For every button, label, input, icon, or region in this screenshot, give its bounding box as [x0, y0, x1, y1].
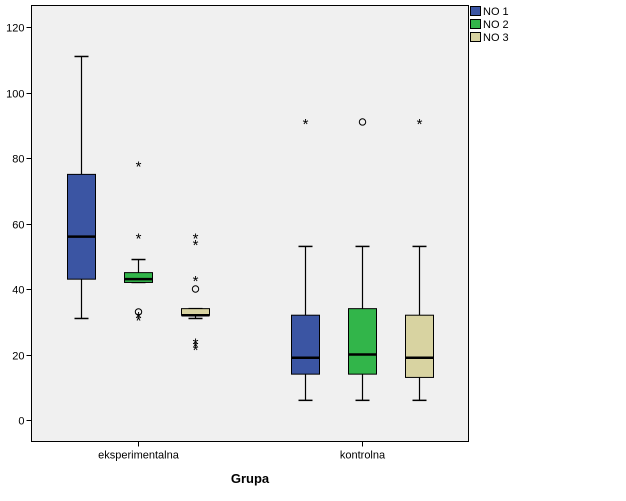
box-rect	[68, 174, 96, 279]
x-tick-label: kontrolna	[340, 450, 386, 462]
extreme-point: *	[193, 335, 199, 352]
legend: NO 1 NO 2 NO 3	[470, 6, 509, 45]
plot-background	[32, 6, 469, 442]
y-tick-label: 120	[6, 23, 24, 35]
box-rect	[406, 315, 434, 377]
box-rect	[349, 309, 377, 375]
box-rect	[125, 273, 153, 283]
y-tick-label: 80	[12, 154, 24, 166]
legend-label: NO 1	[483, 6, 509, 18]
y-axis: 0 20 40 60 80 100 120	[6, 23, 31, 428]
extreme-point: *	[136, 159, 142, 176]
box-rect	[292, 315, 320, 374]
extreme-point: *	[417, 116, 423, 133]
legend-label: NO 2	[483, 19, 509, 31]
extreme-point: *	[303, 116, 309, 133]
legend-swatch	[470, 32, 481, 42]
x-axis: eksperimentalna kontrolna	[98, 442, 386, 462]
y-tick-label: 0	[18, 416, 24, 428]
legend-item: NO 3	[470, 32, 509, 45]
legend-label: NO 3	[483, 32, 509, 44]
extreme-point: *	[193, 231, 199, 248]
extreme-point: *	[136, 231, 142, 248]
legend-item: NO 1	[470, 6, 509, 19]
legend-swatch	[470, 19, 481, 29]
extreme-point: *	[136, 309, 142, 326]
y-tick-label: 20	[12, 351, 24, 363]
legend-item: NO 2	[470, 19, 509, 32]
legend-swatch	[470, 6, 481, 16]
y-tick-label: 40	[12, 285, 24, 297]
y-tick-label: 100	[6, 89, 24, 101]
extreme-point: *	[193, 273, 199, 290]
y-tick-label: 60	[12, 220, 24, 232]
x-axis-title: Grupa	[231, 471, 270, 486]
x-tick-label: eksperimentalna	[98, 450, 180, 462]
